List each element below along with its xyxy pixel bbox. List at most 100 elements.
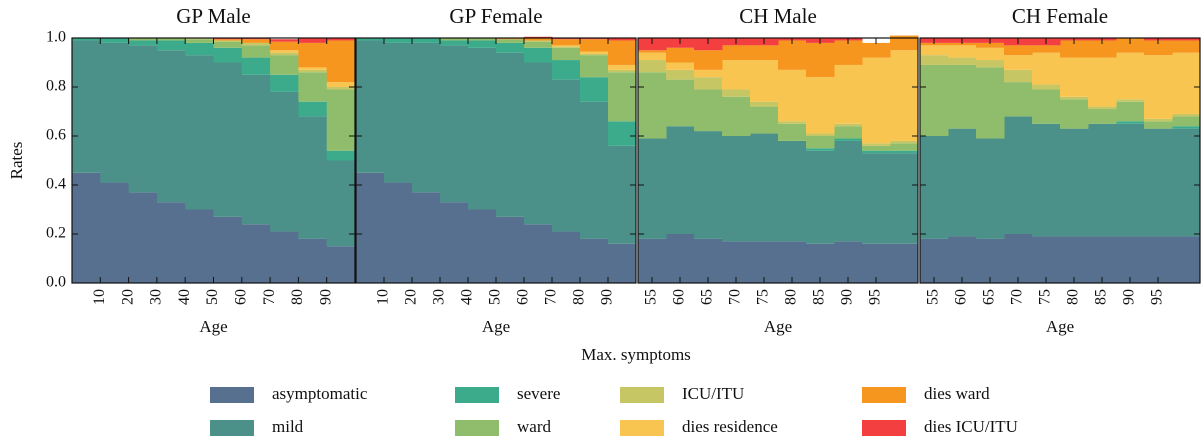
area-segment [580,53,609,56]
legend-title: Max. symptoms [581,345,691,364]
area-segment [948,57,977,65]
area-segment [806,243,835,283]
area-segment [524,47,553,63]
area-segment [666,79,695,127]
area-segment [834,40,863,65]
area-segment [412,42,441,193]
area-segment [128,192,158,283]
x-tick-label: 90 [1121,289,1138,305]
chart-title: GP Female [449,4,542,28]
chart-title: CH Female [1012,4,1108,28]
area-segment [552,39,581,46]
x-tick-label: 50 [204,289,221,305]
area-segment [722,89,751,97]
area-segment [1116,101,1145,122]
area-segment [976,42,1005,48]
x-tick-label: 60 [671,289,688,305]
area-segment [608,121,637,146]
area-segment [1088,40,1117,58]
area-segment [298,38,328,43]
x-tick-label: 70 [543,289,560,305]
area-segment [440,202,469,283]
area-segment [834,126,863,139]
area-segment [638,72,667,139]
area-segment [1032,84,1061,90]
area-segment [750,60,779,102]
area-segment [270,231,299,283]
area-segment [100,182,130,283]
area-segment [1116,121,1145,124]
area-segment [185,42,214,56]
area-segment [948,236,977,283]
area-segment [270,55,299,75]
area-segment [1032,89,1061,124]
area-segment [356,40,385,173]
area-segment [440,40,469,46]
area-segment [128,38,158,41]
area-segment [862,153,891,244]
area-segment [156,50,186,203]
area-segment [468,40,497,48]
plot-frame [637,37,919,284]
area-segment [128,45,158,193]
y-axis-label: Rates [7,142,26,180]
area-segment [722,241,751,283]
area-segment [1032,123,1061,237]
area-segment [666,62,695,70]
area-segment [666,47,695,63]
x-tick-label: 55 [643,289,660,305]
area-segment [1172,128,1201,237]
area-segment [496,216,525,283]
area-segment [185,209,214,283]
area-segment [1144,118,1173,122]
area-segment [806,42,835,78]
x-tick-label: 75 [1037,289,1054,305]
area-segment [948,128,977,237]
x-tick-label: 80 [1065,289,1082,305]
area-segment [580,55,609,78]
x-tick-label: 65 [699,289,716,305]
area-segment [1172,126,1201,129]
area-segment [890,143,919,151]
area-segment [356,172,385,283]
area-segment [580,51,609,54]
area-segment [1172,52,1201,114]
area-segment [890,140,919,144]
x-tick-label: 10 [375,289,392,305]
area-segment [524,224,553,283]
area-segment [298,72,328,102]
area-segment [608,40,637,65]
area-segment [384,42,413,183]
area-segment [1172,116,1201,127]
y-tick-label: 0.8 [46,78,66,95]
area-segment [326,82,356,87]
area-segment [750,241,779,283]
area-segment [552,45,581,47]
area-segment [552,46,581,48]
area-segment [890,50,919,141]
area-segment [1032,236,1061,283]
area-segment [552,60,581,80]
area-segment [412,38,441,43]
area-segment [862,42,891,58]
x-tick-label: 40 [176,289,193,305]
x-tick-label: 55 [925,289,942,305]
area-segment [976,138,1005,239]
x-tick-label: 70 [1009,289,1026,305]
area-segment [1144,236,1173,283]
area-segment [298,69,328,73]
area-segment [890,35,919,51]
area-segment [100,38,130,43]
area-segment [440,38,469,41]
area-segment [1088,57,1117,107]
area-segment [976,67,1005,139]
area-segment [580,77,609,102]
area-segment [440,45,469,203]
area-segment [1060,99,1089,129]
area-segment [1088,109,1117,124]
area-segment [778,241,807,283]
area-segment [270,91,299,232]
area-segment [694,50,723,70]
area-segment [834,123,863,127]
legend-swatch [620,420,664,436]
